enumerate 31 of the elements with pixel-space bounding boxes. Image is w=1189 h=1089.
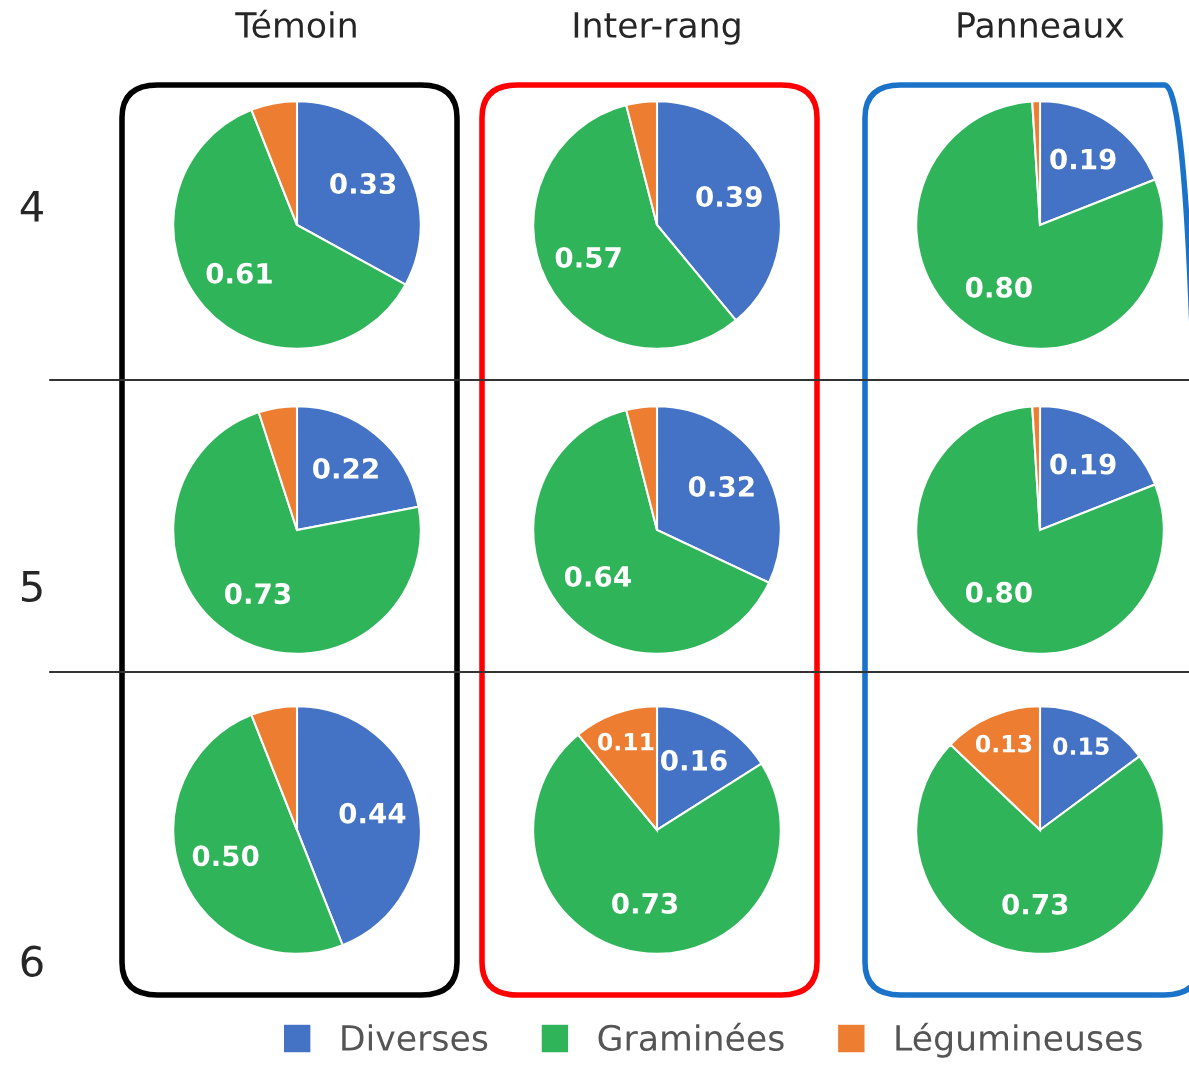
data-label: 0.19 xyxy=(1050,148,1116,170)
data-label: 0.39 xyxy=(696,186,762,208)
data-label: 0.11 xyxy=(597,732,654,751)
pie-slice xyxy=(915,100,1165,350)
data-label: 0.50 xyxy=(192,845,259,867)
data-label: 0.32 xyxy=(688,475,754,497)
data-label: 0.44 xyxy=(339,802,406,824)
pie-slice xyxy=(915,405,1165,655)
text: 5 xyxy=(21,571,42,603)
chart-title: Inter-rang xyxy=(574,12,740,45)
legend-label: Graminées xyxy=(598,1022,784,1052)
data-label: 0.73 xyxy=(1002,893,1068,915)
data-label: 0.16 xyxy=(661,749,727,771)
legend-label: Diverses xyxy=(342,1024,488,1052)
chart-title: Témoin xyxy=(235,9,356,39)
data-label: 0.80 xyxy=(965,581,1032,603)
data-label: 0.64 xyxy=(564,565,631,587)
data-label: 0.15 xyxy=(1053,737,1109,756)
text: 6 xyxy=(21,945,43,978)
data-label: 0.57 xyxy=(555,246,621,268)
text: 4 xyxy=(20,191,43,222)
data-label: 0.73 xyxy=(224,583,290,605)
legend-label: Légumineuses xyxy=(896,1022,1142,1058)
data-label: 0.22 xyxy=(312,457,378,479)
data-label: 0.13 xyxy=(975,734,1032,753)
data-label: 0.80 xyxy=(965,276,1032,298)
data-label: 0.73 xyxy=(612,892,678,914)
data-label: 0.33 xyxy=(330,172,396,194)
data-label: 0.19 xyxy=(1050,453,1116,475)
chart-title: Panneaux xyxy=(958,12,1124,39)
data-label: 0.61 xyxy=(206,262,272,284)
